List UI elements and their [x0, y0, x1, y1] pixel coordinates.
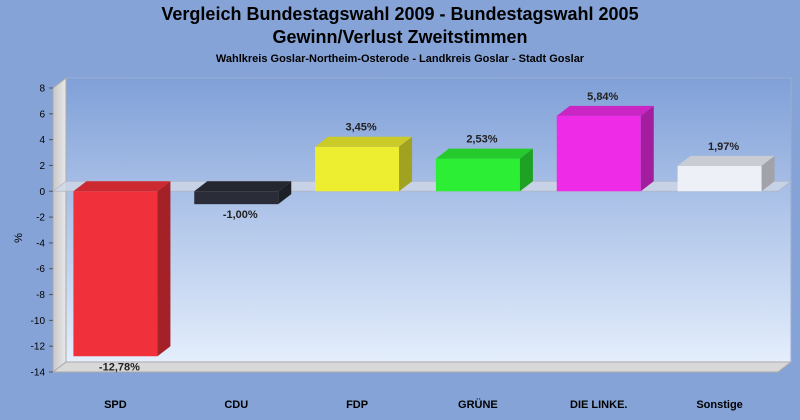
- bar: [556, 115, 641, 192]
- y-tick-label: 0: [39, 187, 45, 198]
- floor: [51, 361, 793, 373]
- y-tick-label: 2: [39, 161, 45, 172]
- x-tick-label: SPD: [104, 399, 127, 411]
- bar: [315, 146, 400, 192]
- chart-subtitle: Gewinn/Verlust Zweitstimmen: [272, 27, 528, 47]
- bar: [194, 191, 279, 205]
- bar-top: [315, 136, 413, 147]
- y-tick-label: -12: [31, 342, 46, 353]
- data-label: -12,78%: [99, 361, 140, 373]
- y-tick-label: -8: [36, 290, 45, 301]
- y-tick-label: -10: [31, 316, 46, 327]
- side-wall: [52, 76, 67, 374]
- bar-side: [157, 181, 171, 357]
- data-label: 3,45%: [345, 122, 376, 134]
- bar: [435, 158, 520, 192]
- data-label: -1,00%: [223, 209, 258, 221]
- y-axis-label: %: [13, 233, 25, 243]
- x-tick-label: FDP: [346, 399, 368, 411]
- bar: [73, 191, 158, 357]
- back-wall: [65, 77, 792, 363]
- chart-caption: Wahlkreis Goslar-Northeim-Osterode - Lan…: [215, 53, 585, 65]
- data-label: 1,97%: [708, 141, 739, 153]
- bar-top: [194, 181, 292, 192]
- bar-top: [73, 181, 171, 192]
- data-label: 5,84%: [587, 91, 618, 103]
- bar-top: [677, 155, 775, 166]
- y-tick-label: -14: [31, 368, 46, 379]
- bar-top: [435, 148, 533, 159]
- chart-title: Vergleich Bundestagswahl 2009 - Bundesta…: [161, 4, 639, 24]
- y-tick-label: 8: [39, 84, 45, 95]
- x-tick-label: GRÜNE: [458, 398, 498, 411]
- bar-side: [640, 105, 654, 192]
- y-tick-label: 6: [39, 109, 45, 120]
- bar-top: [556, 105, 654, 116]
- x-tick-label: Sonstige: [696, 399, 742, 411]
- x-tick-label: CDU: [224, 399, 248, 411]
- y-tick-label: -4: [36, 238, 45, 249]
- bar: [677, 165, 762, 192]
- y-tick-label: -2: [36, 213, 45, 224]
- data-label: 2,53%: [466, 134, 497, 146]
- y-tick-label: 4: [39, 135, 45, 146]
- bar-side: [399, 136, 413, 192]
- bar-side: [761, 155, 775, 192]
- bar-side: [519, 148, 533, 192]
- x-tick-label: DIE LINKE.: [570, 399, 627, 411]
- y-tick-label: -6: [36, 264, 45, 275]
- bar-side: [278, 181, 292, 205]
